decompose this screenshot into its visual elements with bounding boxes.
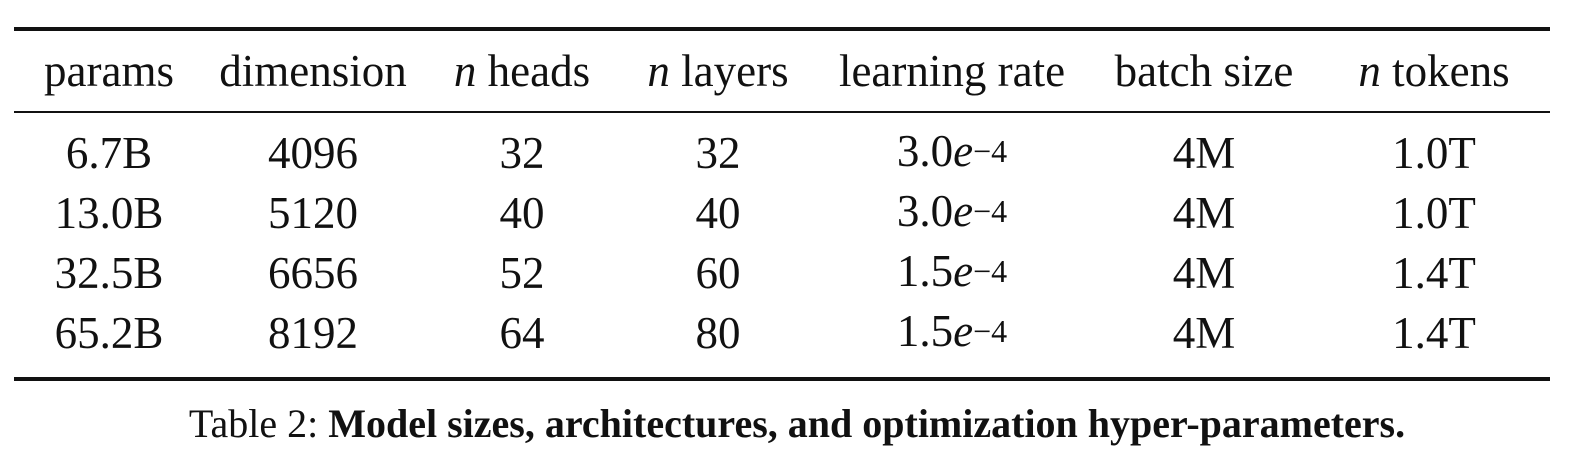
cell-dimension: 6656 [268,248,358,298]
cell-heads: 40 [499,188,545,238]
cell-params: 65.2B [54,308,164,358]
cell-learning-rate: 3.0e−4 [896,126,1008,176]
cell-batch-size: 4M [1172,188,1236,238]
cell-heads: 64 [499,308,545,358]
cell-tokens: 1.0T [1392,188,1476,238]
header-n-tokens: n tokens [1358,46,1510,96]
cell-batch-size: 4M [1172,308,1236,358]
cell-learning-rate: 1.5e−4 [896,246,1008,296]
cell-layers: 80 [695,308,741,358]
bottom-rule [14,377,1550,381]
cell-tokens: 1.4T [1392,308,1476,358]
header-dimension: dimension [219,46,407,96]
table-row: 32.5B 6656 52 60 1.5e−4 4M 1.4T [14,243,1550,303]
hyperparameter-table-container: params dimension n heads n layers learni… [14,27,1550,381]
header-batch-size: batch size [1114,46,1294,96]
cell-learning-rate: 1.5e−4 [896,306,1008,356]
model-hyperparameter-table-body: 6.7B 4096 32 32 3.0e−4 4M 1.0T 13.0B 512… [14,113,1550,377]
cell-heads: 52 [499,248,545,298]
caption-text: Model sizes, architectures, and optimiza… [328,401,1406,446]
cell-tokens: 1.0T [1392,128,1476,178]
header-params: params [44,46,174,96]
cell-learning-rate: 3.0e−4 [896,186,1008,236]
cell-heads: 32 [499,128,545,178]
cell-layers: 40 [695,188,741,238]
cell-tokens: 1.4T [1392,248,1476,298]
cell-params: 6.7B [65,128,153,178]
cell-dimension: 8192 [268,308,358,358]
header-rule [14,111,1550,113]
caption-label: Table 2: [188,401,329,446]
cell-layers: 32 [695,128,741,178]
cell-dimension: 5120 [268,188,358,238]
cell-dimension: 4096 [268,128,358,178]
cell-params: 13.0B [54,188,164,238]
header-row: params dimension n heads n layers learni… [14,31,1550,111]
table-row: 13.0B 5120 40 40 3.0e−4 4M 1.0T [14,183,1550,243]
table-row: 65.2B 8192 64 80 1.5e−4 4M 1.4T [14,303,1550,377]
header-n-layers: n layers [647,46,789,96]
cell-batch-size: 4M [1172,128,1236,178]
header-n-heads: n heads [453,46,591,96]
cell-layers: 60 [695,248,741,298]
cell-batch-size: 4M [1172,248,1236,298]
table-caption: Table 2: Model sizes, architectures, and… [0,400,1594,448]
table-row: 6.7B 4096 32 32 3.0e−4 4M 1.0T [14,113,1550,183]
header-learning-rate: learning rate [838,46,1066,96]
cell-params: 32.5B [54,248,164,298]
top-rule [14,27,1550,31]
model-hyperparameter-table: params dimension n heads n layers learni… [14,31,1550,111]
